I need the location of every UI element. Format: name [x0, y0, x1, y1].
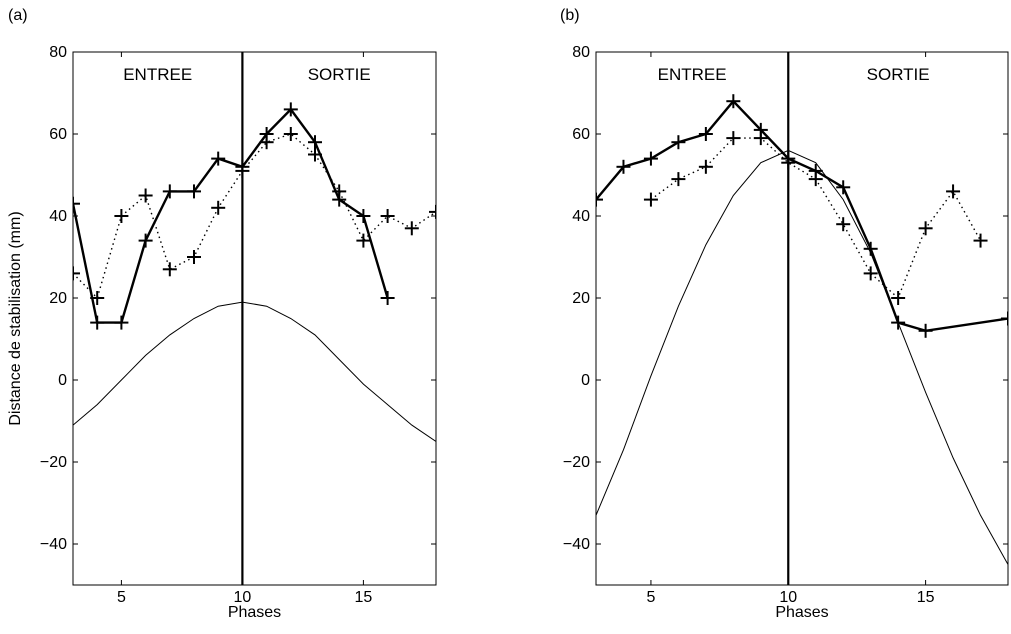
series-line-thick — [73, 107, 389, 324]
data-point-marker — [283, 102, 298, 117]
series-line-dotted — [73, 133, 436, 300]
x-tick-label: 15 — [917, 589, 935, 606]
data-point-marker — [235, 163, 250, 178]
data-point-marker — [891, 291, 906, 305]
y-tick-label: 0 — [581, 372, 590, 389]
data-point-marker — [283, 127, 298, 141]
data-point-marker — [138, 188, 153, 203]
data-point-marker — [90, 315, 105, 330]
data-point-marker — [187, 184, 201, 199]
panel-label: (a) — [8, 7, 28, 24]
data-point-marker — [404, 221, 419, 236]
data-point-marker — [187, 250, 201, 264]
series-line-dotted — [650, 137, 982, 300]
plot-frame — [72, 51, 437, 586]
x-tick-label: 10 — [234, 589, 252, 606]
data-point-marker — [259, 135, 274, 150]
data-point-marker — [698, 159, 713, 174]
data-point-marker — [808, 172, 823, 187]
data-point-marker — [356, 233, 371, 248]
data-point-marker — [596, 192, 603, 207]
data-point-marker — [73, 266, 80, 281]
region-label-sortie: SORTIE — [308, 65, 371, 84]
data-point-marker — [380, 209, 395, 223]
plot-area — [596, 94, 1008, 565]
data-point-marker — [671, 135, 686, 150]
data-point-marker — [211, 200, 226, 215]
x-tick-label: 5 — [646, 589, 655, 606]
panel-label: (b) — [560, 7, 580, 24]
series-line-thick — [596, 99, 1008, 333]
y-tick-label: 60 — [49, 126, 67, 143]
data-point-marker — [162, 184, 177, 199]
data-point-marker — [726, 131, 741, 146]
series-line-thin — [596, 149, 1008, 565]
y-tick-label: −20 — [40, 454, 67, 471]
data-point-marker — [162, 262, 177, 277]
y-tick-label: 60 — [572, 126, 590, 143]
plot-frame — [595, 51, 1009, 586]
x-tick-label: 10 — [779, 589, 797, 606]
x-tick-label: 15 — [355, 589, 373, 606]
data-point-marker — [429, 204, 436, 219]
chart-panel-a: −40 −20 0 20 40 60 80 5 10 15 Phases Distance de st… — [7, 7, 437, 621]
data-point-marker — [918, 221, 933, 236]
y-tick-label: 20 — [572, 290, 590, 307]
y-tick-label: −40 — [563, 536, 590, 553]
data-point-marker — [211, 151, 226, 166]
y-tick-label: 80 — [572, 44, 590, 61]
series-line-thin — [73, 301, 436, 442]
y-tick-label: −40 — [40, 536, 67, 553]
region-label-entree: ENTREE — [658, 65, 727, 84]
data-point-marker — [836, 217, 851, 232]
data-point-marker — [356, 209, 371, 223]
x-tick-label: 5 — [117, 589, 126, 606]
data-point-marker — [863, 266, 878, 281]
region-label-sortie: SORTIE — [867, 65, 930, 84]
data-point-marker — [380, 291, 395, 305]
data-point-marker — [643, 192, 658, 207]
data-point-marker — [918, 323, 933, 338]
y-tick-label: 20 — [49, 290, 67, 307]
y-tick-label: 0 — [58, 372, 67, 389]
y-tick-label: 80 — [49, 44, 67, 61]
data-point-marker — [753, 131, 768, 146]
y-tick-label: 40 — [49, 208, 67, 225]
data-point-marker — [781, 155, 796, 170]
y-axis-label: Distance de stabilisation (mm) — [7, 211, 24, 425]
data-point-marker — [643, 151, 658, 166]
data-point-marker — [836, 180, 851, 195]
region-label-entree: ENTREE — [123, 65, 192, 84]
data-point-marker — [114, 315, 129, 330]
data-point-marker — [671, 172, 686, 187]
y-tick-label: −20 — [563, 454, 590, 471]
x-axis-label: Phases — [228, 604, 281, 621]
plot-area — [73, 102, 436, 442]
data-point-marker — [1001, 311, 1008, 326]
data-point-marker — [946, 184, 961, 199]
data-point-marker — [698, 127, 713, 141]
data-point-marker — [308, 147, 322, 162]
data-point-marker — [973, 233, 988, 248]
data-point-marker — [616, 159, 631, 174]
data-point-marker — [114, 209, 129, 223]
data-point-marker — [726, 94, 741, 109]
data-point-marker — [308, 135, 322, 150]
data-point-marker — [138, 233, 153, 248]
y-tick-label: 40 — [572, 208, 590, 225]
data-point-marker — [73, 196, 80, 211]
data-point-marker — [332, 184, 347, 199]
chart-panel-b: −40 −20 0 20 40 60 80 5 10 15 Phases (b) ENTREE SORTI… — [560, 7, 1009, 621]
x-axis-label: Phases — [775, 604, 828, 621]
data-point-marker — [90, 291, 105, 305]
